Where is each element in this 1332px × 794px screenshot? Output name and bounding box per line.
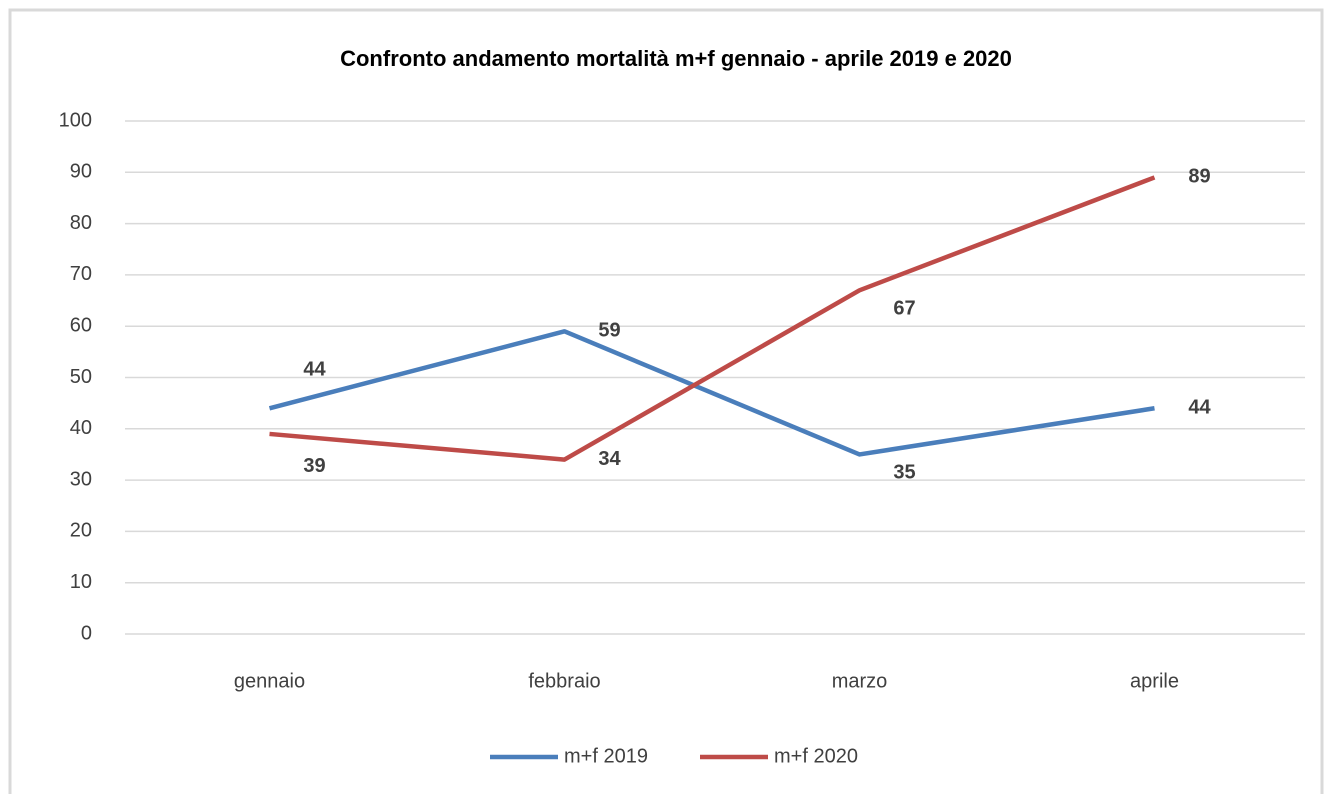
data-label: 44 <box>1188 397 1211 419</box>
y-tick-label: 0 <box>81 622 92 644</box>
data-label: 44 <box>303 359 326 381</box>
y-tick-label: 70 <box>70 263 92 285</box>
data-label: 59 <box>598 320 620 342</box>
legend-label: m+f 2020 <box>774 745 858 767</box>
y-tick-label: 30 <box>70 468 92 490</box>
y-tick-label: 10 <box>70 571 92 593</box>
series-line <box>269 175 1156 462</box>
chart-title: Confronto andamento mortalità m+f gennai… <box>340 46 1012 71</box>
data-label: 34 <box>598 448 621 470</box>
y-tick-label: 80 <box>70 212 92 234</box>
y-tick-label: 20 <box>70 520 92 542</box>
x-tick-label: aprile <box>1130 670 1179 692</box>
series-line <box>268 329 1155 457</box>
y-tick-label: 90 <box>70 161 92 183</box>
y-tick-label: 50 <box>70 366 92 388</box>
y-tick-label: 60 <box>70 314 92 336</box>
x-tick-label: marzo <box>832 670 888 692</box>
legend-label: m+f 2019 <box>564 745 648 767</box>
data-label: 67 <box>893 298 915 320</box>
y-tick-label: 100 <box>59 109 92 131</box>
x-tick-label: febbraio <box>528 670 600 692</box>
x-tick-label: gennaio <box>234 670 305 692</box>
y-tick-label: 40 <box>70 417 92 439</box>
data-label: 39 <box>303 455 325 477</box>
data-label: 89 <box>1188 166 1210 188</box>
data-label: 35 <box>893 462 915 484</box>
